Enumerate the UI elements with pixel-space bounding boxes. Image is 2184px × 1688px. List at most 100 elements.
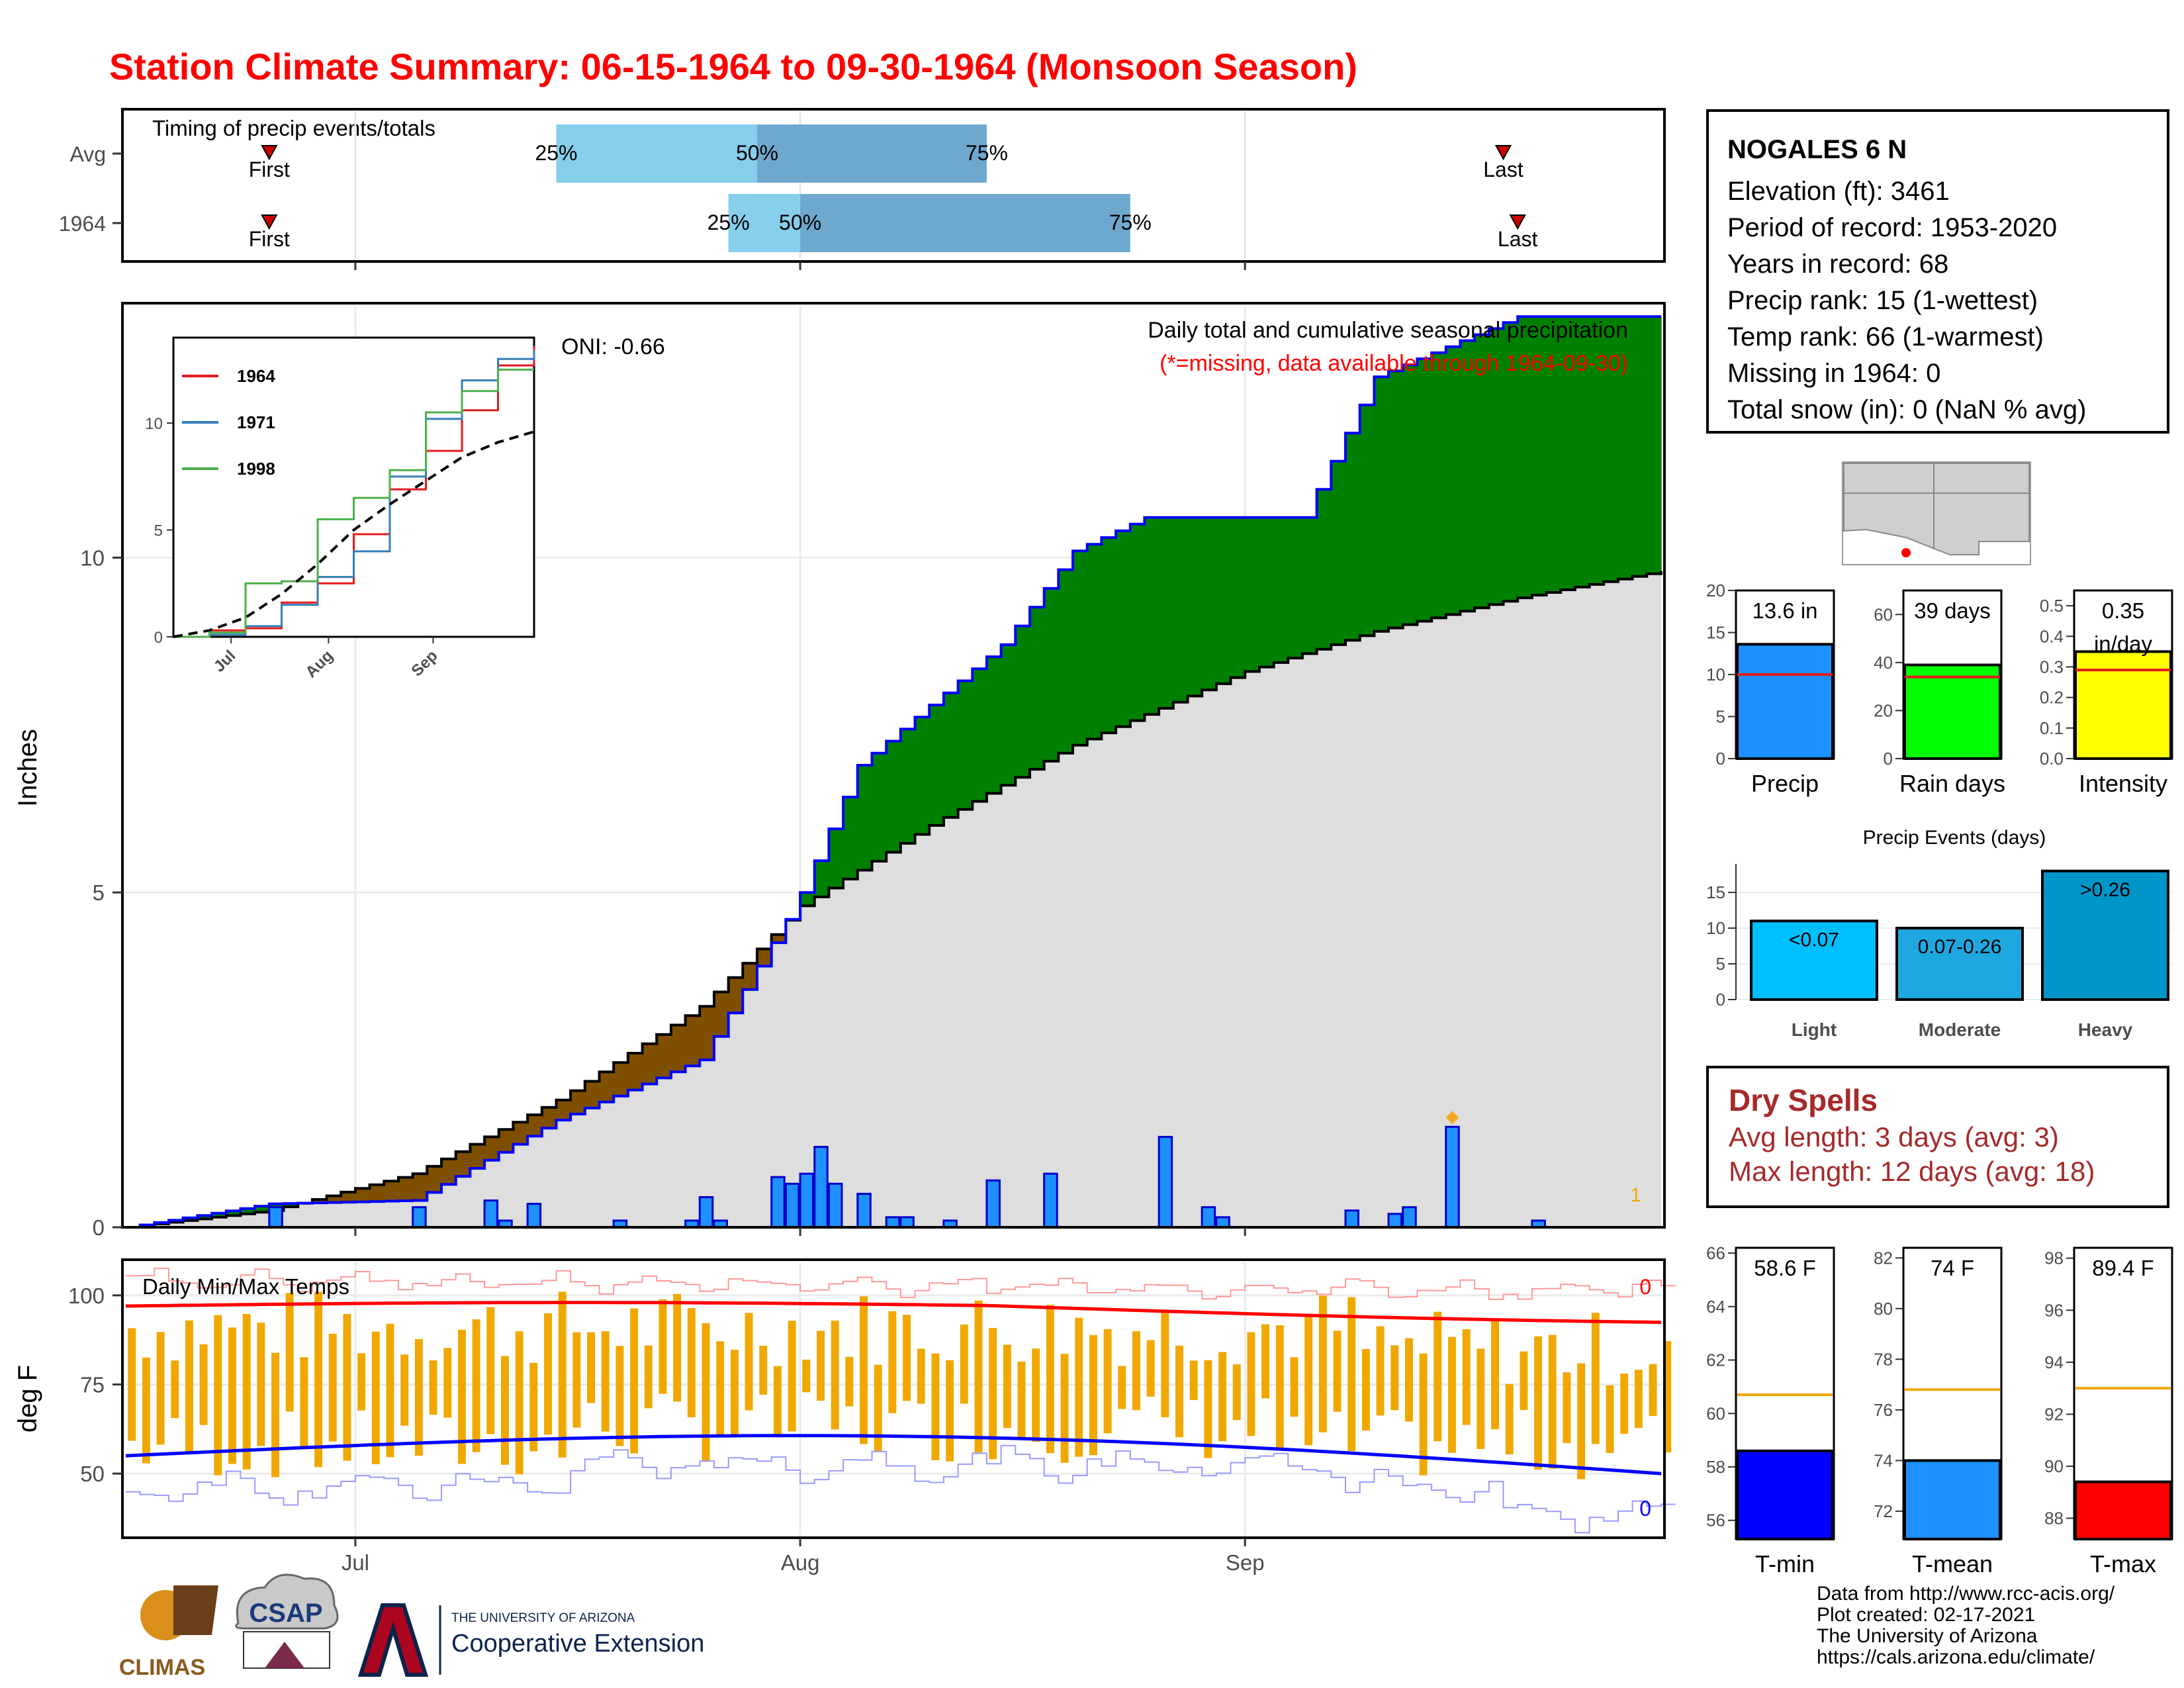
above-average-area [1316,489,1332,649]
precip-value: 13.6 in [1752,598,1817,623]
average-max-line [125,1301,1662,1325]
station-location-icon [1901,548,1911,557]
daily-temp-bar [1376,1326,1385,1416]
tmax-value: 89.4 F [2092,1256,2154,1280]
x-tick-label: Sep [1226,1550,1265,1575]
daily-temp-bar [1520,1351,1528,1411]
daily-temp-bar [285,1293,294,1412]
daily-temp-bar [171,1360,179,1419]
daily-temp-bar [257,1323,265,1446]
daily-temp-bar [414,1338,423,1456]
above-average-area [872,753,887,861]
y-tick-label: 0.1 [2040,718,2064,738]
above-average-area [255,1206,270,1213]
above-average-area [1288,517,1303,659]
observed-cumulative-line [126,315,1661,1229]
y-tick-label: 90 [2044,1456,2064,1476]
below-average-area [541,1107,557,1129]
above-average-area [1159,517,1174,709]
y-tick-label: 10 [80,545,105,570]
daily-temp-bar [1534,1336,1543,1470]
above-average-area [857,765,873,870]
below-average-area [484,1137,500,1160]
csap-logo-text: CSAP [249,1599,322,1628]
above-average-area [1073,551,1088,745]
daily-temp-bar [817,1331,825,1401]
above-average-area [1302,517,1318,654]
inset-y-tick-label: 5 [154,522,163,540]
record-min-line [126,1444,1676,1534]
daily-temp-bar [1548,1335,1557,1469]
events-title: Precip Events (days) [1863,827,2046,849]
credits: Data from http://www.rcc-acis.org/ Plot … [1817,1583,2115,1668]
y-tick-label: 0 [93,1215,105,1240]
daily-temp-bar [1060,1354,1069,1463]
timing-bar-25-50 [556,124,758,183]
daily-temp-bar [1204,1360,1212,1458]
temp-panel: 50 75 100 Daily Min/Max Temps 0 0 deg F Ju… [13,1227,1676,1575]
y-tick-label: 20 [1874,700,1893,720]
above-average-area [1432,352,1447,618]
timing-p50-label: 50% [736,141,778,165]
y-tick-label: 66 [1706,1243,1725,1263]
below-average-area [743,963,758,990]
daily-temp-bar [429,1360,437,1415]
daily-temp-bar [773,1366,782,1438]
daily-temp-bar [343,1313,351,1461]
y-tick-label: 5 [1716,954,1725,974]
record-max-line [126,1268,1676,1300]
temp-label: Daily Min/Max Temps [142,1274,349,1299]
y-tick-label: 98 [2044,1248,2064,1268]
y-tick-label: 96 [2044,1300,2064,1320]
daily-precip-bar [784,1182,800,1229]
above-average-area [814,861,830,897]
above-average-area [1331,461,1346,645]
daily-temp-bar [1361,1348,1370,1431]
dry-spells-max: Max length: 12 days (avg: 18) [1729,1156,2095,1187]
daily-precip-bar [770,1176,786,1229]
below-average-area [614,1062,629,1096]
inset-y-tick-label: 10 [145,415,163,433]
below-average-area [713,992,729,1037]
below-average-area [771,934,786,943]
timing-panel: Timing of precip events/totals Avg 25% 50%… [59,108,1666,270]
tmax-bar [2074,1480,2172,1541]
daily-temp-bar [572,1332,581,1428]
above-average-area [986,657,1002,794]
climas-logo-icon [173,1585,218,1635]
daily-temp-bar [242,1313,251,1470]
y-tick-label: 50 [80,1462,105,1486]
tmean-label: T-mean [1912,1550,1993,1577]
daily-temp-bar [1017,1361,1026,1438]
daily-temp-bar [1075,1317,1083,1457]
above-average-area [1273,517,1289,663]
daily-precip-bar [827,1182,843,1229]
below-average-area [341,1192,356,1203]
y-tick-label: 64 [1706,1297,1725,1317]
below-average-area [441,1158,457,1185]
daily-temp-bar [1620,1374,1629,1434]
events-bar-label: <0.07 [1789,929,1839,951]
below-average-area [455,1151,471,1177]
daily-precip-bar [1158,1135,1173,1229]
below-average-area [326,1196,341,1203]
daily-temp-bar [1419,1353,1428,1476]
inset-frame [172,336,535,638]
events-bar [1750,919,1878,1002]
daily-temp-bar [128,1328,136,1441]
daily-temp-bar [702,1323,710,1462]
tmean-value: 74 F [1931,1256,1974,1280]
y-tick-label: 0.0 [2040,749,2064,769]
daily-temp-bar [644,1345,653,1409]
below-average-area [570,1090,586,1115]
average-min-line [125,1434,1662,1476]
y-tick-label: 60 [1706,1403,1725,1423]
daily-temp-bar [630,1308,639,1454]
daily-temp-bar [1347,1297,1356,1452]
station-snow: Total snow (in): 0 (NaN % avg) [1727,395,2087,424]
above-average-area [1202,517,1217,690]
y-tick-label: 78 [1874,1349,1893,1369]
timing-p50-label: 50% [779,211,821,234]
credit-line: https://cals.arizona.edu/climate/ [1817,1646,2095,1668]
